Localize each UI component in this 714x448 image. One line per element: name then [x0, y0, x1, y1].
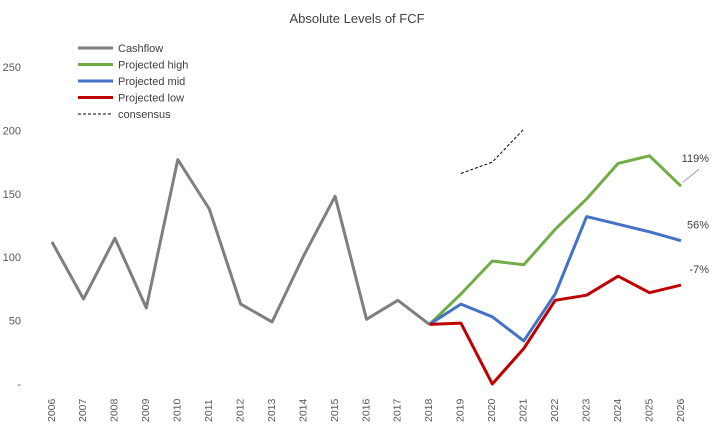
x-tick-label-2014: 2014 — [297, 398, 309, 422]
x-tick-label-2023: 2023 — [580, 398, 592, 422]
y-tick-label-200: 200 — [3, 125, 21, 137]
x-tick-label-2026: 2026 — [675, 398, 687, 422]
x-tick-label-2019: 2019 — [455, 398, 467, 422]
series-line-cashflow — [50, 158, 431, 326]
legend-label-projected-mid: Projected mid — [118, 76, 185, 88]
annotation-layer: 119% 56% -7% — [682, 153, 710, 276]
annotation-projected-low: -7% — [689, 264, 709, 276]
x-tick-label-2015: 2015 — [329, 398, 341, 422]
x-tick-label-2025: 2025 — [643, 398, 655, 422]
annotation-projected-mid: 56% — [687, 220, 709, 232]
legend-label-projected-low: Projected low — [118, 93, 184, 105]
x-tick-label-2024: 2024 — [612, 398, 624, 422]
x-axis: 2006 2007 2008 2009 2010 2011 2012 2013 2014 2015… — [46, 398, 687, 422]
x-tick-label-2012: 2012 — [234, 398, 246, 422]
y-tick-label-50: 50 — [9, 316, 21, 328]
x-tick-label-2007: 2007 — [77, 398, 89, 422]
x-tick-label-2011: 2011 — [203, 399, 215, 422]
chart-title: Absolute Levels of FCF — [289, 11, 424, 26]
x-tick-label-2016: 2016 — [360, 398, 372, 422]
x-tick-label-2006: 2006 — [46, 398, 58, 422]
y-tick-label-250: 250 — [3, 62, 21, 74]
legend: Cashflow Projected high Projected mid Proje… — [78, 43, 188, 121]
x-tick-label-2008: 2008 — [109, 398, 121, 422]
x-tick-label-2018: 2018 — [423, 398, 435, 422]
y-tick-label-zero: - — [17, 379, 21, 391]
series-line-projected-mid — [428, 215, 682, 343]
annotation-projected-high: 119% — [682, 153, 710, 165]
series-line-consensus — [460, 128, 525, 174]
y-axis: - 50 100 150 200 250 — [3, 62, 22, 391]
legend-label-cashflow: Cashflow — [118, 43, 163, 55]
x-tick-label-2010: 2010 — [172, 398, 184, 422]
x-tick-label-2017: 2017 — [392, 398, 404, 422]
x-tick-label-2022: 2022 — [549, 398, 561, 422]
x-tick-label-2013: 2013 — [266, 398, 278, 422]
x-tick-label-2021: 2021 — [518, 398, 530, 422]
y-tick-label-100: 100 — [3, 252, 21, 264]
series-line-projected-low — [429, 274, 682, 386]
legend-label-projected-high: Projected high — [118, 60, 188, 72]
annotation-leader-projected-high — [682, 168, 700, 183]
legend-label-consensus: consensus — [118, 109, 171, 121]
x-tick-label-2020: 2020 — [486, 398, 498, 422]
x-tick-label-2009: 2009 — [140, 398, 152, 422]
series-layer — [50, 128, 683, 386]
series-line-projected-high — [428, 154, 683, 326]
y-tick-label-150: 150 — [3, 189, 21, 201]
